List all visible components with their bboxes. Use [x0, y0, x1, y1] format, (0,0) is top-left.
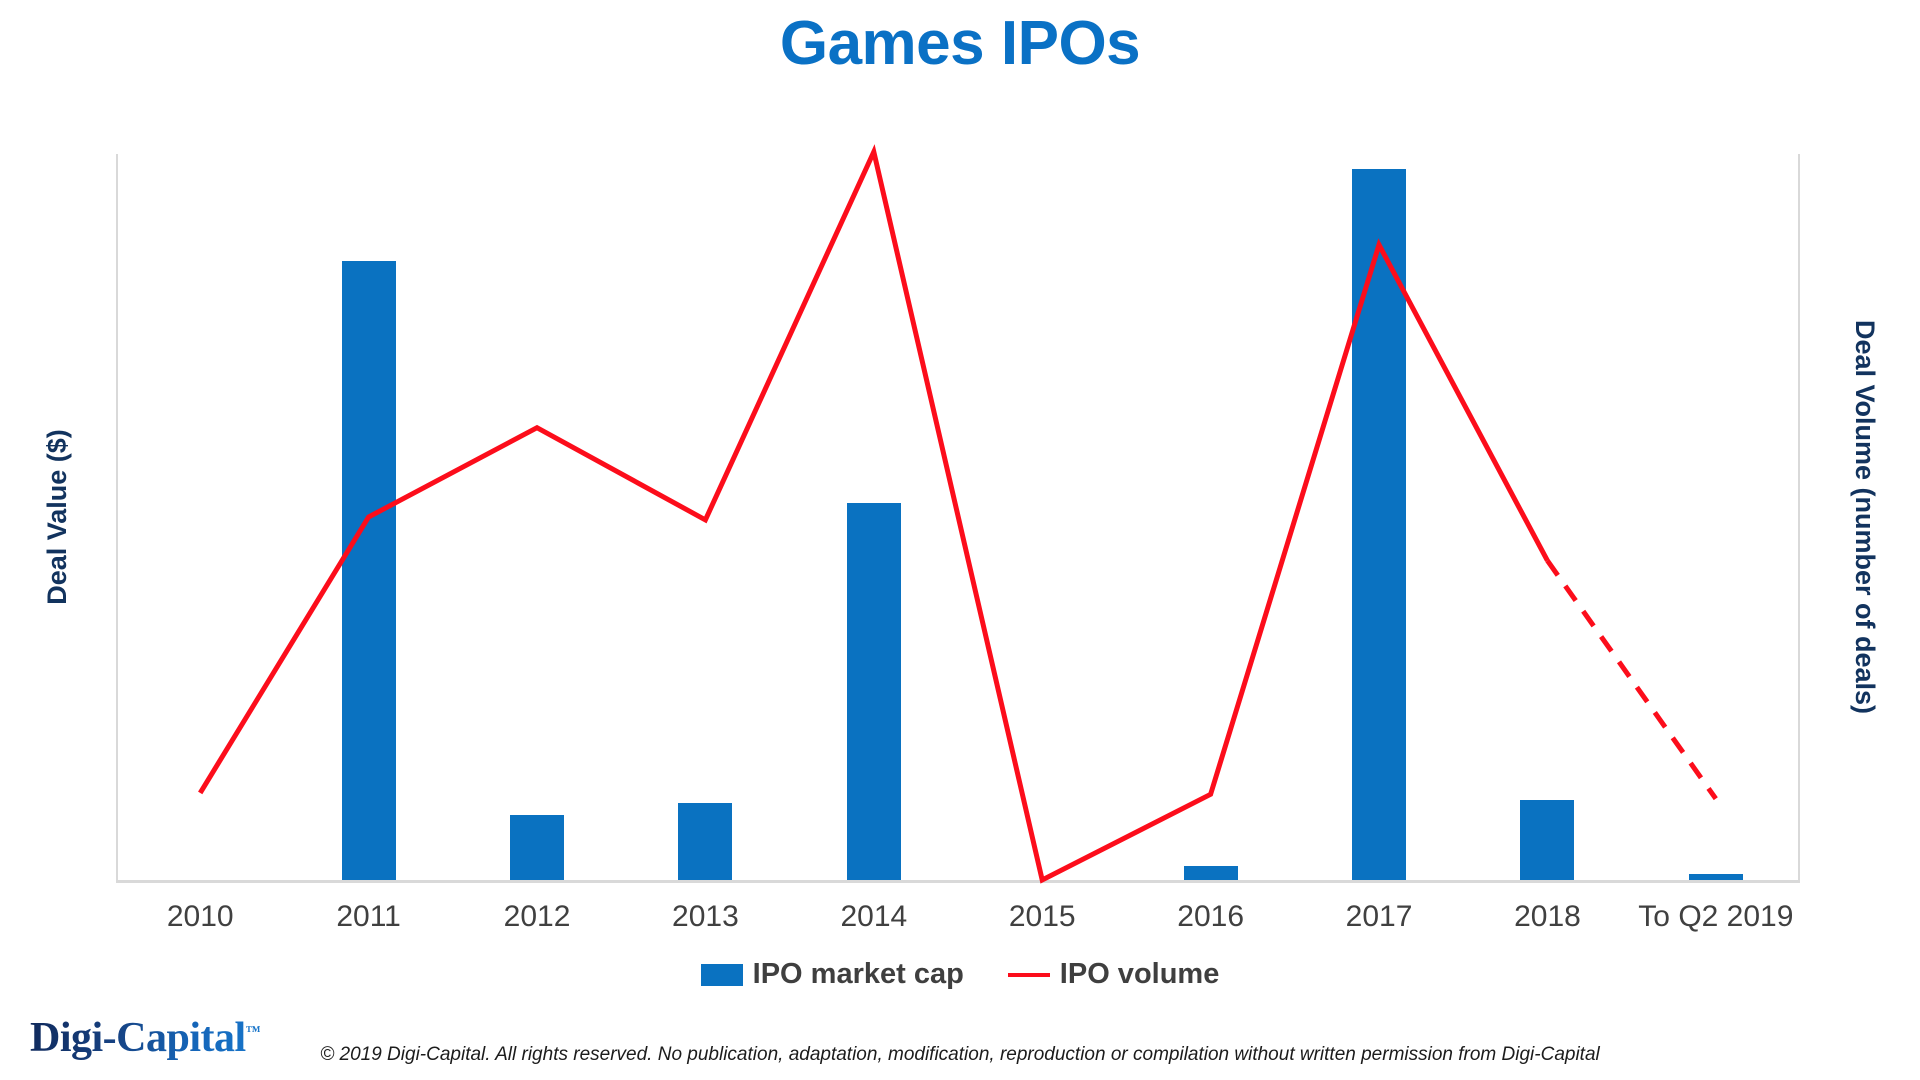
bar-2018	[1520, 800, 1575, 880]
line-swatch-icon	[1007, 972, 1050, 977]
x-axis-tick-label: 2018	[1514, 900, 1581, 933]
legend-label-ipo-market-cap: IPO market cap	[752, 958, 964, 990]
y-axis-right-line	[1798, 154, 1800, 880]
bar-2012	[510, 814, 564, 880]
ipo-volume-line-dashed	[1545, 559, 1718, 801]
legend-item-ipo-market-cap[interactable]: IPO market cap	[700, 958, 964, 991]
bar-2017	[1352, 169, 1406, 880]
chart-legend: IPO market cap IPO volume	[0, 958, 1920, 991]
x-axis-tick-labels: 2010 2011 2012 2013 2014 2015 2016 2017 2018 To Q…	[116, 893, 1800, 941]
y-axis-left-title: Deal Value ($)	[42, 429, 72, 605]
page-title: Games IPOs	[779, 9, 1141, 78]
bar-swatch-icon	[700, 963, 743, 986]
legend-label-ipo-volume: IPO volume	[1059, 958, 1220, 990]
x-axis-tick-label: To Q2 2019	[1638, 900, 1794, 933]
y-axis-right-title: Deal Volume (number of deals)	[1850, 319, 1880, 715]
x-axis-tick-label: 2011	[336, 900, 401, 933]
bar-2011	[341, 260, 396, 880]
ipo-volume-line-solid	[198, 144, 1550, 884]
x-axis-tick-label: 2015	[1008, 900, 1076, 933]
legend-item-ipo-volume[interactable]: IPO volume	[1007, 958, 1220, 991]
x-axis-tick-label: 2013	[672, 900, 739, 933]
x-axis-tick-label: 2010	[166, 900, 234, 933]
x-axis-tick-label: 2016	[1177, 900, 1245, 933]
y-axis-left-line	[116, 154, 118, 880]
bar-2013	[678, 803, 733, 880]
trademark-symbol: ™	[245, 1024, 261, 1040]
x-axis-line	[116, 880, 1800, 883]
line-series-ipo-volume	[198, 144, 1718, 884]
bar-2016	[1183, 866, 1238, 880]
plot-area	[116, 144, 1800, 884]
bar-to-q2-2019	[1688, 874, 1743, 880]
x-axis-tick-label: 2012	[503, 900, 571, 933]
copyright-notice: © 2019 Digi-Capital. All rights reserved…	[320, 1044, 1600, 1065]
x-axis-tick-label: 2017	[1345, 900, 1413, 933]
bar-2014	[846, 503, 901, 880]
x-axis-tick-label: 2014	[840, 900, 908, 933]
